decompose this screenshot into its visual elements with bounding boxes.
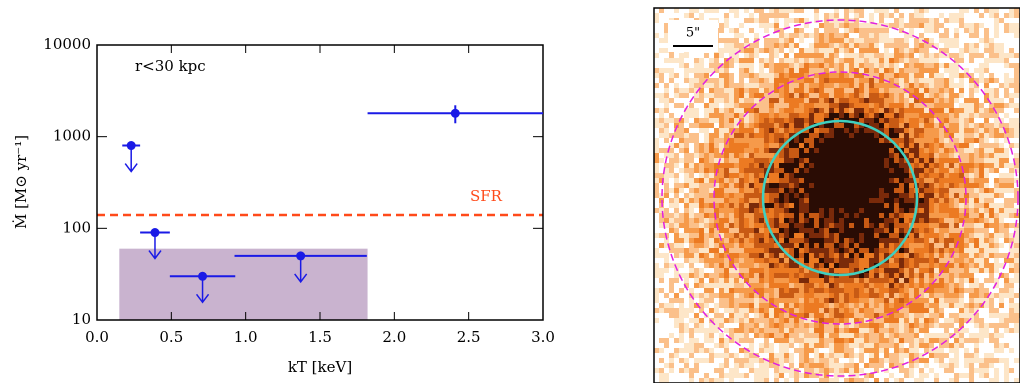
xray-image: 5" <box>654 8 1020 383</box>
y-tick-label: 10000 <box>43 35 91 53</box>
data-point <box>198 272 207 281</box>
x-tick-label: 0.5 <box>159 328 183 346</box>
x-tick-label: 1.0 <box>234 328 258 346</box>
shaded-region <box>119 249 367 320</box>
data-point <box>451 109 460 118</box>
y-tick-label: 100 <box>62 218 91 236</box>
y-axis-title: Ṁ [M⊙ yr⁻¹] <box>12 135 30 229</box>
data-point <box>296 251 305 260</box>
x-tick-label: 1.5 <box>308 328 332 346</box>
x-tick-label: 2.5 <box>457 328 481 346</box>
x-tick-label: 2.0 <box>382 328 406 346</box>
data-point <box>127 141 136 150</box>
y-tick-label: 1000 <box>53 127 91 145</box>
scale-label: 5" <box>686 26 700 41</box>
y-tick-label: 10 <box>72 310 91 328</box>
data-point <box>150 228 159 237</box>
sfr-label: SFR <box>470 187 503 205</box>
annotation: r<30 kpc <box>135 57 206 75</box>
x-tick-label: 3.0 <box>531 328 555 346</box>
figure: r<30 kpc kT [keV] Ṁ [M⊙ yr⁻¹] 5" SFR 0.0 0… <box>0 0 1020 383</box>
x-axis-title: kT [keV] <box>288 358 352 376</box>
page: r<30 kpc kT [keV] Ṁ [M⊙ yr⁻¹] 5" SFR 0.0 0… <box>0 0 1020 383</box>
x-tick-label: 0.0 <box>85 328 109 346</box>
